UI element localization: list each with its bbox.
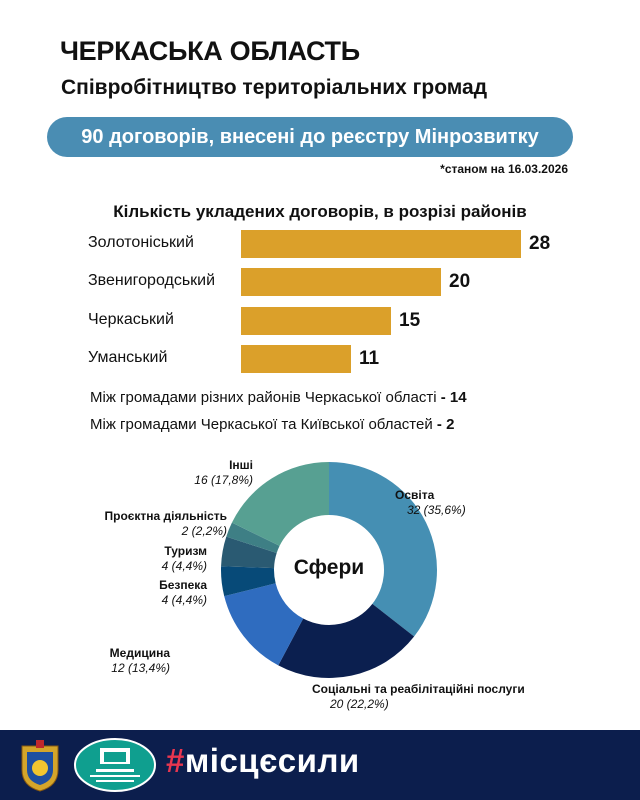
note-value: - 14 bbox=[440, 389, 467, 406]
donut-center-label: Сфери bbox=[293, 556, 365, 579]
note-text: Між громадами різних районів Черкаської … bbox=[90, 389, 437, 406]
bar bbox=[241, 230, 521, 258]
page-subtitle: Співробітництво територіальних громад bbox=[61, 76, 488, 99]
donut-slice bbox=[226, 522, 280, 554]
footer-band: #місцєсили bbox=[0, 730, 640, 800]
bar-value-label: 28 bbox=[529, 233, 551, 254]
bar-category-label: Уманський bbox=[88, 349, 168, 366]
hashtag-logo: #місцєсили bbox=[166, 742, 360, 779]
bar-category-label: Золотоніський bbox=[88, 234, 194, 251]
bar bbox=[241, 268, 441, 296]
slice-label-social: Соціальні та реабілітаційні послуги 20 (2… bbox=[312, 682, 525, 711]
bar bbox=[241, 307, 391, 335]
donut-slice bbox=[329, 462, 438, 637]
bar-value-label: 11 bbox=[359, 348, 380, 369]
donut-slice bbox=[221, 566, 276, 597]
bar-value-label: 15 bbox=[399, 310, 421, 331]
note-between-regions: Між громадами Черкаської та Київської об… bbox=[90, 416, 454, 433]
bar-value-label: 20 bbox=[449, 271, 471, 292]
as-of-date: *станом на 16.03.2026 bbox=[440, 162, 568, 176]
department-logo bbox=[74, 738, 156, 792]
bar-category-label: Черкаський bbox=[88, 311, 174, 328]
total-contracts-banner: 90 договорів, внесені до реєстру Мінрозв… bbox=[47, 117, 573, 157]
donut-slice bbox=[278, 603, 415, 678]
note-value: - 2 bbox=[436, 416, 455, 433]
banner-text: 90 договорів, внесені до реєстру Мінрозв… bbox=[81, 125, 539, 148]
donut-slice bbox=[221, 536, 277, 569]
donut-slice bbox=[231, 462, 329, 546]
donut-slice bbox=[224, 583, 304, 666]
note-between-districts: Між громадами різних районів Черкаської … bbox=[90, 389, 467, 406]
bar-chart-title: Кількість укладених договорів, в розрізі… bbox=[113, 202, 527, 221]
note-text: Між громадами Черкаської та Київської об… bbox=[90, 416, 433, 433]
bar-category-label: Звенигородський bbox=[88, 272, 216, 289]
slice-label-tourism: Туризм 4 (4,4%) bbox=[161, 544, 207, 573]
slice-label-osvita: Освіта 32 (35,6%) bbox=[395, 488, 466, 517]
region-coat-of-arms-icon bbox=[21, 740, 59, 792]
bar bbox=[241, 345, 351, 373]
slice-label-other: Інші 16 (17,8%) bbox=[194, 458, 253, 487]
slice-label-security: Безпека 4 (4,4%) bbox=[159, 578, 207, 607]
slice-label-medicine: Медицина 12 (13,4%) bbox=[109, 646, 170, 675]
slice-label-projects: Проєктна діяльність 2 (2,2%) bbox=[104, 509, 227, 538]
donut-chart bbox=[221, 462, 438, 678]
page-title: ЧЕРКАСЬКА ОБЛАСТЬ bbox=[60, 36, 360, 66]
